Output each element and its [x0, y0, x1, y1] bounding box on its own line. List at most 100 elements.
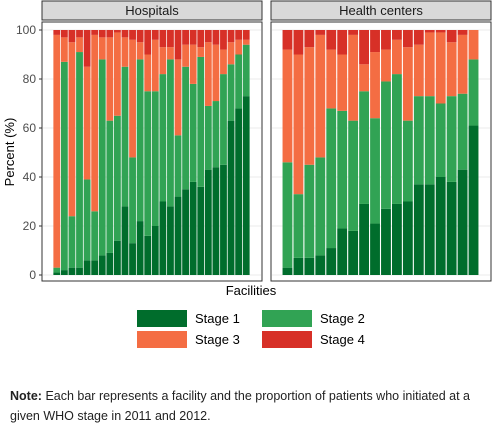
bar-segment-stage-4: [60, 30, 68, 38]
bar-segment-stage-4: [242, 30, 250, 40]
bar-segment-stage-2: [68, 216, 76, 268]
panel-hospitals: Hospitals: [41, 0, 263, 282]
bar-segment-stage-3: [293, 54, 304, 195]
legend-swatch: [137, 310, 187, 327]
bar-segment-stage-2: [315, 157, 326, 256]
bar-segment-stage-4: [129, 30, 136, 40]
bar-segment-stage-1: [337, 228, 348, 275]
bar-segment-stage-4: [227, 30, 235, 43]
legend-swatch: [137, 331, 187, 348]
bar-segment-stage-1: [315, 255, 326, 275]
bar-segment-stage-1: [121, 206, 129, 275]
bar-segment-stage-2: [304, 164, 315, 258]
bar-segment-stage-4: [174, 30, 182, 60]
bar-segment-stage-1: [435, 177, 446, 275]
y-tick-label: 40: [23, 170, 37, 184]
bar-facility-23: [220, 30, 227, 275]
bar-facility-16: [446, 30, 457, 275]
bar-segment-stage-2: [144, 91, 152, 236]
bar-facility-6: [337, 30, 348, 275]
bar-segment-stage-2: [129, 157, 136, 244]
bar-segment-stage-4: [83, 30, 91, 67]
bar-segment-stage-3: [402, 47, 413, 121]
bar-segment-stage-3: [242, 39, 250, 45]
bar-segment-stage-2: [446, 96, 457, 182]
bar-facility-19: [189, 30, 197, 275]
bar-segment-stage-1: [189, 181, 197, 275]
bar-facility-17: [174, 30, 182, 275]
bar-facility-25: [235, 30, 243, 276]
bar-segment-stage-2: [151, 91, 159, 226]
bar-segment-stage-3: [326, 49, 337, 109]
bar-segment-stage-1: [402, 201, 413, 275]
bar-segment-stage-2: [468, 59, 479, 126]
bar-segment-stage-1: [359, 203, 370, 275]
y-tick-label: 0: [29, 268, 36, 282]
bar-segment-stage-1: [304, 257, 315, 275]
bar-facility-26: [242, 30, 250, 276]
bar-segment-stage-1: [159, 201, 167, 275]
bar-segment-stage-3: [53, 34, 61, 268]
bar-segment-stage-4: [159, 30, 167, 48]
bar-segment-stage-4: [113, 30, 121, 33]
bar-segment-stage-3: [60, 37, 68, 62]
y-tick-label: 80: [23, 72, 37, 86]
panel-strip: [41, 0, 263, 21]
bar-segment-stage-2: [212, 101, 220, 168]
bar-segment-stage-4: [381, 30, 391, 50]
bar-segment-stage-2: [370, 118, 380, 224]
legend-item-stage-2: Stage 2: [262, 310, 365, 327]
bar-segment-stage-3: [282, 49, 293, 163]
bar-segment-stage-2: [53, 267, 61, 273]
bar-segment-stage-4: [189, 30, 197, 45]
bar-segment-stage-3: [182, 44, 190, 67]
bar-segment-stage-4: [457, 30, 468, 35]
bar-segment-stage-3: [227, 42, 235, 65]
bar-segment-stage-4: [348, 30, 359, 35]
bar-segment-stage-1: [220, 164, 227, 275]
bar-segment-stage-1: [242, 96, 250, 276]
bar-segment-stage-1: [391, 203, 402, 275]
bar-segment-stage-3: [220, 49, 227, 75]
bar-segment-stage-1: [167, 206, 174, 275]
legend-label: Stage 4: [320, 332, 365, 347]
y-axis-ticks: 0 20 40 60 80 100: [16, 23, 42, 282]
bar-segment-stage-1: [457, 169, 468, 275]
bar-facility-21: [204, 30, 212, 275]
bar-segment-stage-3: [144, 54, 152, 92]
bar-facility-11: [391, 30, 402, 275]
bar-segment-stage-1: [212, 167, 220, 275]
bar-segment-stage-2: [435, 103, 446, 177]
bar-segment-stage-2: [106, 120, 114, 253]
x-axis-title: Facilities: [226, 283, 277, 298]
bar-segment-stage-2: [76, 52, 83, 268]
bar-segment-stage-3: [197, 47, 205, 57]
bar-segment-stage-2: [159, 74, 167, 202]
bar-segment-stage-1: [174, 196, 182, 275]
bar-segment-stage-3: [76, 37, 83, 53]
bar-facility-9: [370, 30, 380, 275]
bar-segment-stage-1: [144, 235, 152, 275]
bar-facility-10: [121, 30, 129, 275]
chart-note: Note: Each bar represents a facility and…: [10, 386, 486, 426]
bar-segment-stage-1: [68, 267, 76, 275]
bar-segment-stage-2: [227, 64, 235, 121]
bar-facility-18: [468, 30, 479, 275]
bar-segment-stage-3: [68, 42, 76, 217]
bar-facility-17: [457, 30, 468, 275]
panel-title: Hospitals: [125, 3, 179, 18]
bar-segment-stage-1: [76, 267, 83, 275]
bar-segment-stage-3: [129, 39, 136, 158]
bar-segment-stage-4: [337, 30, 348, 55]
legend-swatch: [262, 331, 312, 348]
bar-segment-stage-4: [359, 30, 370, 65]
bar-segment-stage-1: [91, 260, 99, 275]
bar-segment-stage-1: [136, 221, 144, 275]
bar-segment-stage-4: [91, 30, 99, 35]
bar-segment-stage-1: [293, 257, 304, 275]
bar-facility-12: [402, 30, 413, 275]
bar-segment-stage-3: [189, 44, 197, 84]
y-tick-label: 60: [23, 121, 37, 135]
bar-facility-2: [60, 30, 68, 275]
bar-segment-stage-2: [457, 93, 468, 170]
